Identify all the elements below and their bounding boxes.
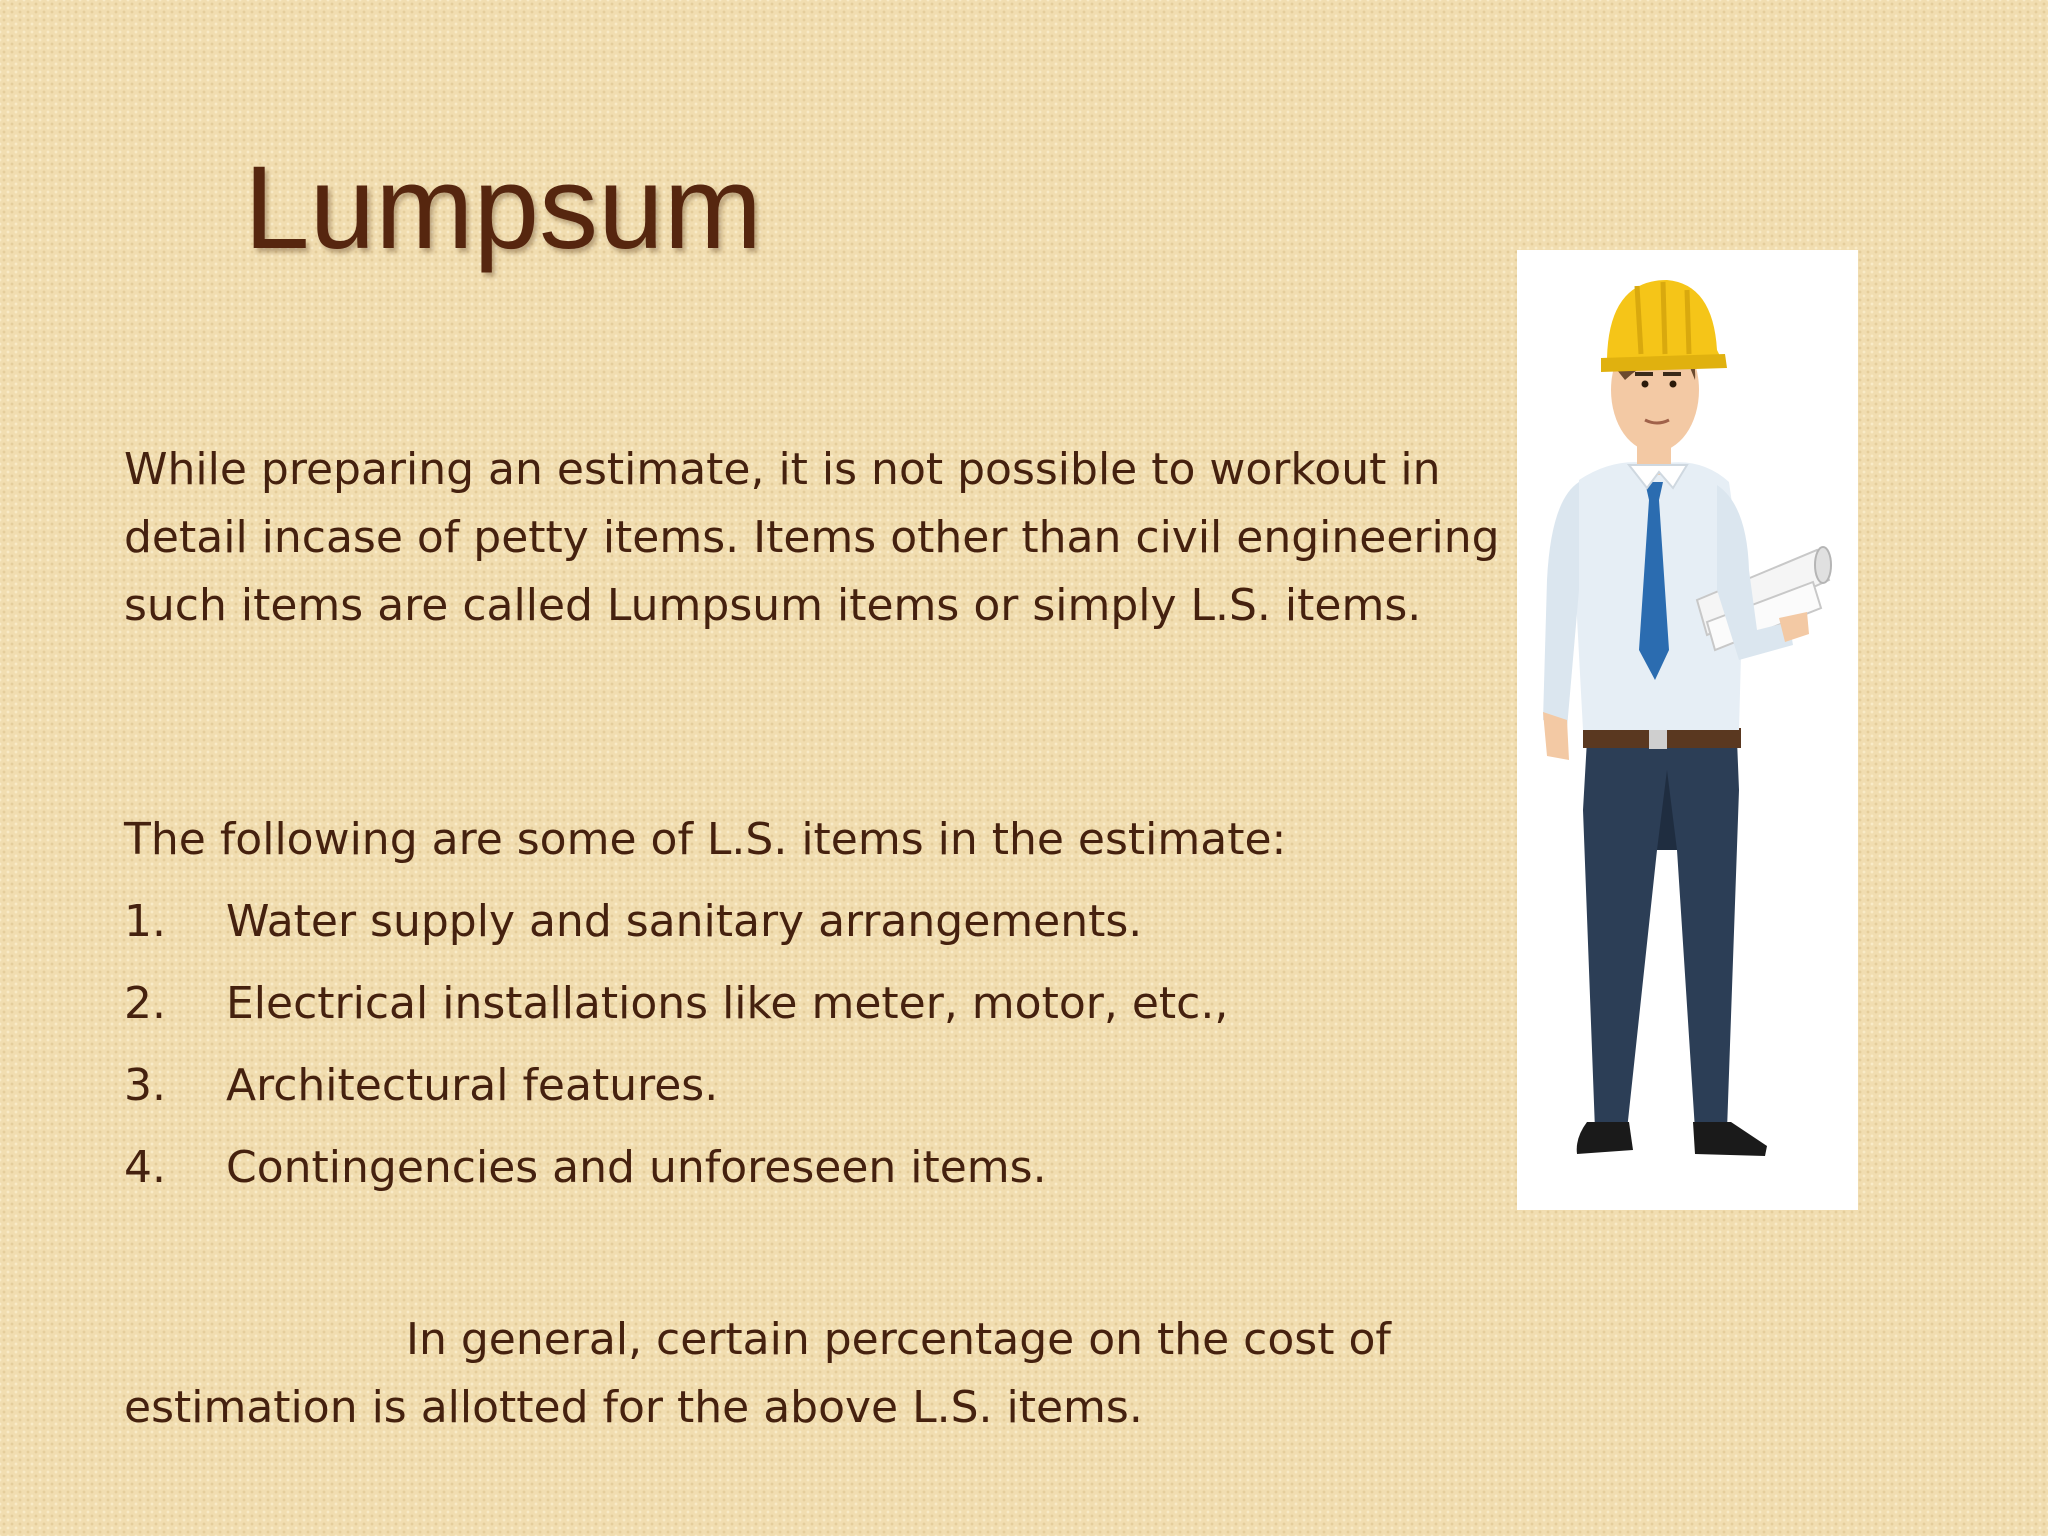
engineer-illustration-icon [1543,280,1832,1156]
engineer-illustration [1517,250,1858,1210]
list-item-text: Architectural features. [226,1060,719,1111]
list-item-number: 3. [124,1060,166,1111]
list-item-number: 2. [124,978,166,1029]
closing-line-2: estimation is allotted for the above L.S… [124,1382,1143,1433]
intro-paragraph-text: While preparing an estimate, it is not p… [124,444,1500,631]
ls-items-list: 1. Water supply and sanitary arrangement… [124,888,1228,1216]
list-item: 1. Water supply and sanitary arrangement… [124,888,1228,970]
list-item: 3. Architectural features. [124,1052,1228,1134]
list-item-number: 1. [124,896,166,947]
slide-title: Lumpsum [244,142,763,274]
list-item-text: Contingencies and unforeseen items. [226,1142,1047,1193]
list-item-number: 4. [124,1142,166,1193]
list-intro: The following are some of L.S. items in … [124,814,1287,865]
closing-paragraph: In general, certain percentage on the co… [124,1306,1524,1442]
list-item-text: Water supply and sanitary arrangements. [226,896,1143,947]
list-item-text: Electrical installations like meter, mot… [226,978,1229,1029]
list-item: 2. Electrical installations like meter, … [124,970,1228,1052]
closing-line-1: In general, certain percentage on the co… [406,1314,1391,1365]
intro-paragraph: While preparing an estimate, it is not p… [124,436,1514,640]
list-item: 4. Contingencies and unforeseen items. [124,1134,1228,1216]
